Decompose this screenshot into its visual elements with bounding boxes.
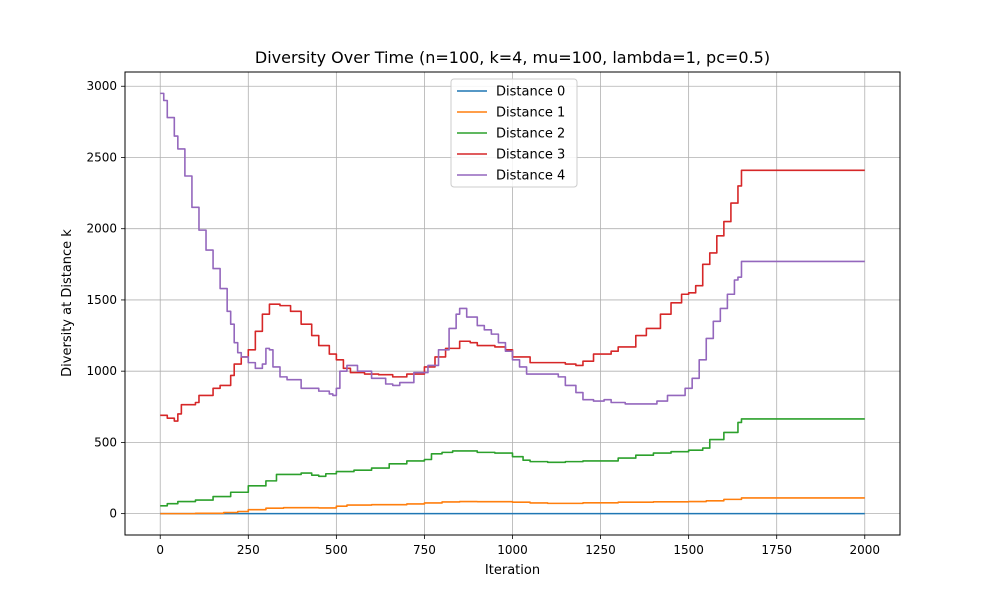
x-tick-label: 750: [413, 543, 436, 557]
chart-title: Diversity Over Time (n=100, k=4, mu=100,…: [255, 48, 770, 67]
series-line-distance-4: [160, 92, 865, 405]
y-axis-label: Diversity at Distance k: [60, 229, 75, 377]
axis-ticks: 0 250 500 750 1000 1250 1500 1750 2000 0 500 1000 15…: [86, 79, 880, 557]
series-line-distance-1: [160, 497, 865, 515]
legend: Distance 0 Distance 1 Distance 2 Distance 3…: [450, 78, 578, 188]
legend-label: Distance 0: [496, 85, 565, 100]
x-tick-label: 1250: [585, 543, 616, 557]
series-line-distance-2: [160, 418, 865, 507]
x-tick-label: 2000: [849, 543, 880, 557]
y-tick-label: 1500: [86, 293, 117, 307]
legend-label: Distance 1: [496, 106, 565, 121]
legend-label: Distance 4: [496, 169, 565, 184]
x-tick-label: 500: [325, 543, 348, 557]
series-lines: [160, 92, 865, 515]
y-tick-label: 2500: [86, 150, 117, 164]
legend-label: Distance 3: [496, 148, 565, 163]
legend-box: [450, 78, 578, 188]
y-tick-label: 0: [109, 507, 117, 521]
x-tick-label: 1000: [497, 543, 528, 557]
y-tick-label: 2000: [86, 222, 117, 236]
x-tick-label: 250: [237, 543, 260, 557]
series-line-distance-3: [160, 169, 865, 422]
x-tick-label: 0: [156, 543, 164, 557]
x-tick-label: 1750: [761, 543, 792, 557]
legend-label: Distance 2: [496, 127, 565, 142]
x-tick-label: 1500: [673, 543, 704, 557]
x-axis-label: Iteration: [485, 563, 540, 578]
y-tick-label: 3000: [86, 79, 117, 93]
y-tick-label: 500: [94, 435, 117, 449]
y-tick-label: 1000: [86, 364, 117, 378]
